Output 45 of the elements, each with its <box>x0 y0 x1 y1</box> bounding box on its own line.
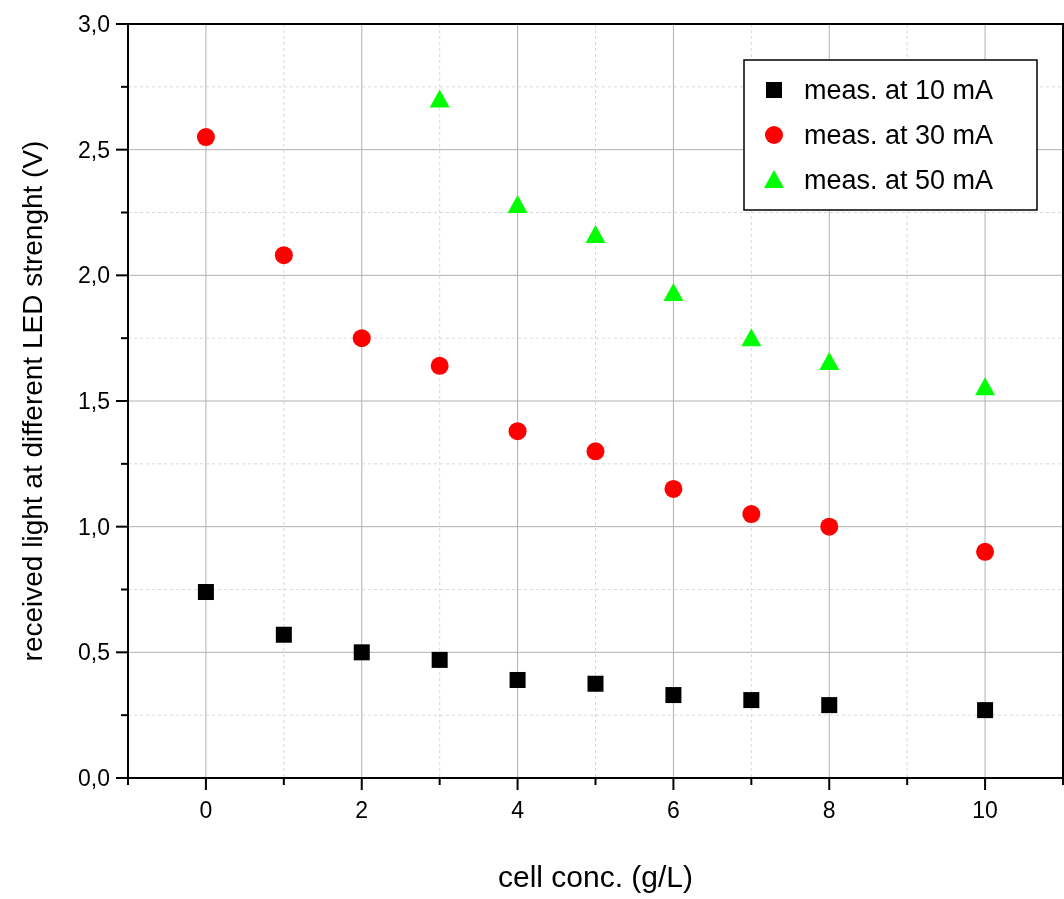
point <box>274 246 293 265</box>
point <box>430 356 449 375</box>
x-tick-label: 6 <box>667 797 680 823</box>
legend-label: meas. at 50 mA <box>804 165 994 196</box>
y-tick-label: 0,0 <box>78 765 110 792</box>
y-tick-label: 1,0 <box>78 513 110 540</box>
x-tick-label: 0 <box>199 797 213 823</box>
point <box>431 651 448 668</box>
point <box>820 517 839 536</box>
point <box>742 505 761 524</box>
point <box>819 352 840 371</box>
x-tick-label: 4 <box>511 797 525 823</box>
point <box>664 479 683 498</box>
point <box>976 542 995 561</box>
point <box>821 697 838 714</box>
point <box>743 692 760 709</box>
point <box>197 584 214 601</box>
point <box>275 626 292 643</box>
point <box>353 644 370 661</box>
x-tick-label: 8 <box>822 797 836 823</box>
y-tick-label: 2,5 <box>78 136 110 163</box>
point <box>977 702 994 719</box>
y-tick-label: 1,5 <box>78 388 110 415</box>
x-tick-label: 10 <box>972 797 998 823</box>
y-tick-label: 3,0 <box>78 11 110 38</box>
point <box>587 675 604 692</box>
point <box>429 89 450 108</box>
point <box>741 328 762 347</box>
legend-label: meas. at 30 mA <box>804 120 994 151</box>
point <box>508 422 527 441</box>
point <box>663 282 684 301</box>
point <box>586 442 605 461</box>
point <box>509 671 526 688</box>
y-tick-label: 2,0 <box>78 262 110 289</box>
x-axis-title: cell conc. (g/L) <box>497 860 694 893</box>
point <box>352 329 371 348</box>
point <box>585 225 606 244</box>
x-tick-label: 2 <box>355 797 369 823</box>
y-tick-label: 0,5 <box>78 639 110 666</box>
point <box>196 128 215 147</box>
point <box>665 687 682 704</box>
legend-label: meas. at 10 mA <box>804 75 994 106</box>
point <box>975 377 996 396</box>
point <box>507 194 528 213</box>
y-axis-title: received light at different LED strenght (V) <box>17 140 48 662</box>
